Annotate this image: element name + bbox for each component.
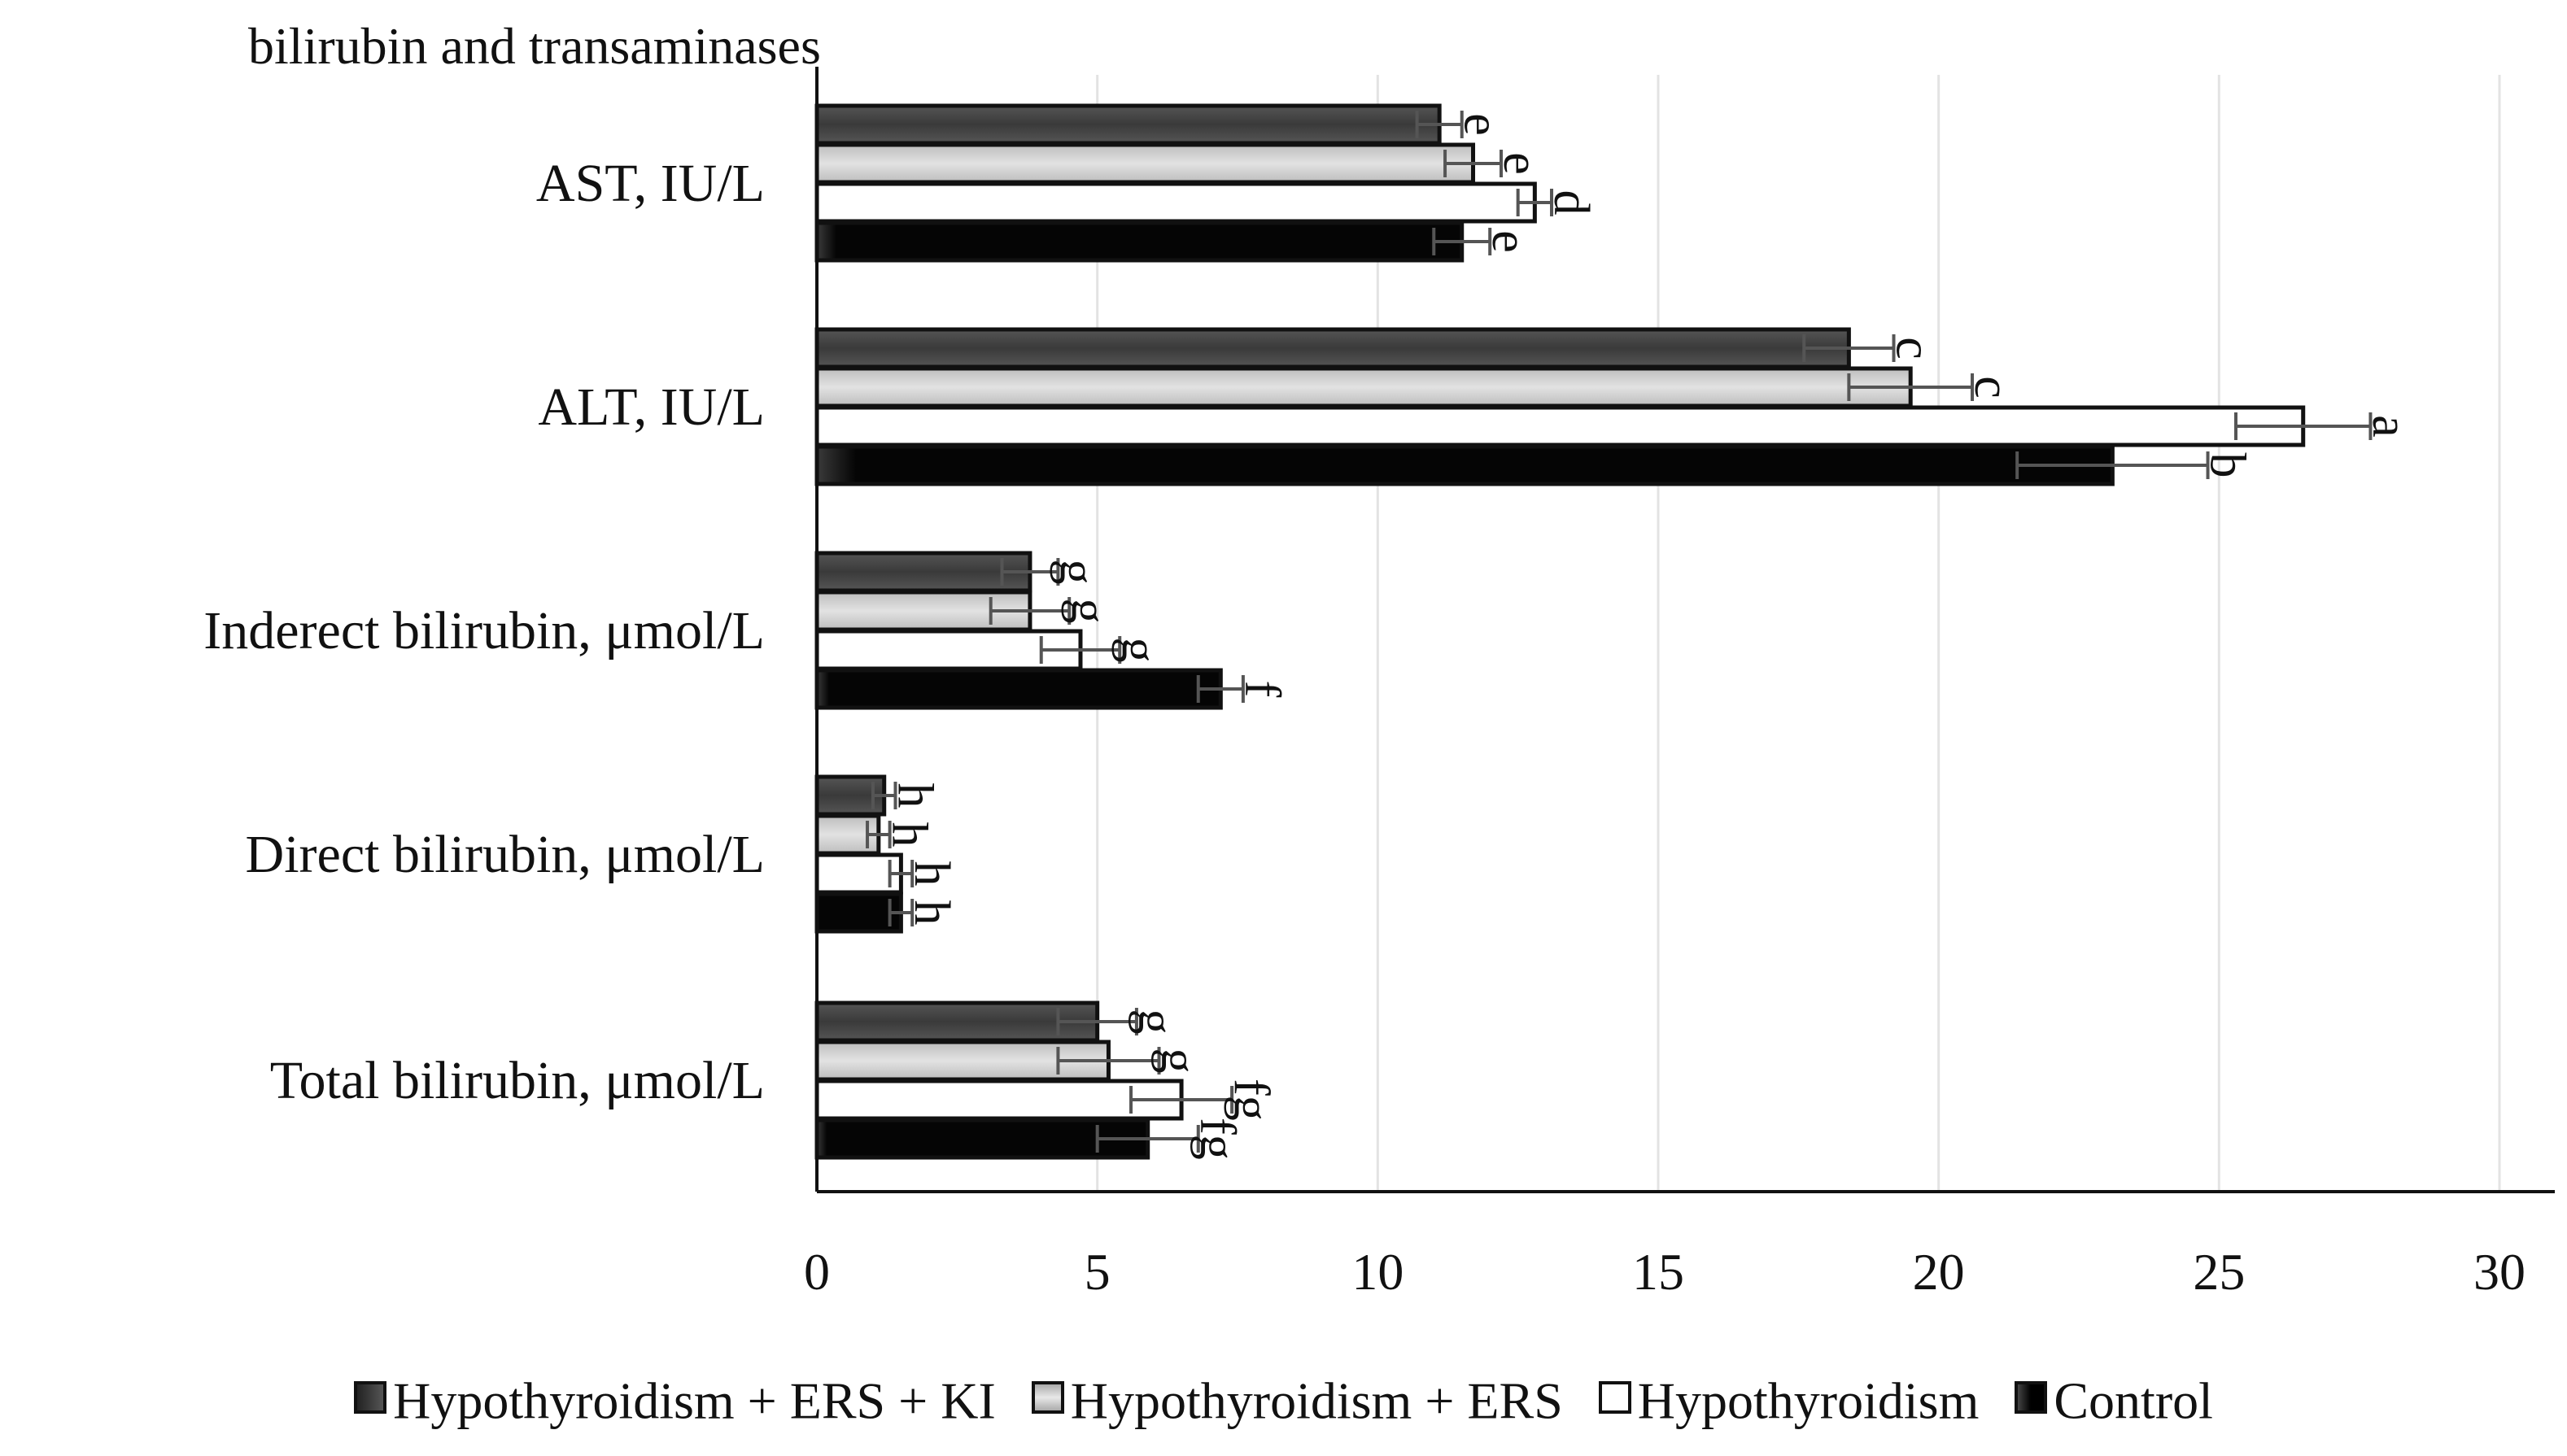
significance-letter: h bbox=[904, 861, 959, 887]
significance-letter: a bbox=[2362, 415, 2417, 438]
legend: Hypothyroidism + ERS + KI Hypothyroidism… bbox=[0, 1363, 2567, 1431]
significance-letter: h bbox=[887, 783, 942, 809]
legend-label: Hypothyroidism bbox=[1637, 1371, 1980, 1430]
significance-letter: f bbox=[1235, 681, 1290, 698]
legend-swatch bbox=[2015, 1381, 2048, 1415]
significance-letter: e bbox=[1482, 230, 1537, 253]
legend-swatch bbox=[1598, 1381, 1631, 1415]
legend-item-hypothyroidism: Hypothyroidism bbox=[1598, 1366, 1980, 1431]
x-tick-labels: 0 5 10 15 20 25 30 bbox=[804, 1243, 2526, 1301]
bar bbox=[814, 142, 1476, 185]
chart-title: bilirubin and transaminases bbox=[248, 17, 821, 75]
category-label: AST, IU/L bbox=[536, 154, 765, 213]
legend-item-ers: Hypothyroidism + ERS bbox=[1031, 1366, 1563, 1431]
x-tick-label: 5 bbox=[1085, 1243, 1111, 1301]
bar bbox=[814, 181, 1537, 224]
bar bbox=[814, 444, 2115, 486]
bar bbox=[814, 103, 1442, 146]
significance-letter: fg bbox=[1224, 1079, 1279, 1121]
bar bbox=[814, 1000, 1100, 1043]
legend-swatch bbox=[1031, 1381, 1064, 1415]
bar bbox=[814, 366, 1913, 408]
x-tick-label: 15 bbox=[1632, 1243, 1684, 1301]
significance-letter: g bbox=[1050, 560, 1105, 585]
significance-letter: e bbox=[1453, 113, 1508, 136]
significance-letter: c bbox=[1964, 376, 2019, 399]
category-labels: AST, IU/L ALT, IU/L Inderect bilirubin, μm… bbox=[203, 154, 765, 1110]
category-label: Total bilirubin, μmol/L bbox=[270, 1051, 765, 1110]
legend-item-ki: Hypothyroidism + ERS + KI bbox=[354, 1366, 996, 1431]
category-label: Inderect bilirubin, μmol/L bbox=[203, 601, 765, 660]
x-tick-label: 20 bbox=[1913, 1243, 1965, 1301]
legend-label: Hypothyroidism + ERS bbox=[1070, 1371, 1563, 1430]
significance-letter: h bbox=[904, 900, 959, 926]
bar bbox=[814, 1079, 1184, 1121]
bar bbox=[814, 551, 1032, 593]
x-tick-label: 25 bbox=[2193, 1243, 2245, 1301]
legend-label: Hypothyroidism + ERS + KI bbox=[393, 1371, 996, 1430]
legend-label: Control bbox=[2054, 1371, 2213, 1430]
significance-letter: h bbox=[881, 822, 936, 848]
legend-item-control: Control bbox=[2015, 1366, 2213, 1431]
significance-letter: fg bbox=[1190, 1118, 1246, 1160]
significance-letter: g bbox=[1061, 599, 1116, 624]
bar bbox=[814, 891, 903, 934]
x-tick-label: 30 bbox=[2473, 1243, 2526, 1301]
significance-letter: d bbox=[1543, 190, 1599, 216]
bar bbox=[814, 405, 2306, 447]
significance-letter: g bbox=[1129, 1009, 1184, 1035]
significance-letter: c bbox=[1885, 337, 1941, 360]
category-label: Direct bilirubin, μmol/L bbox=[246, 825, 765, 884]
bar bbox=[814, 220, 1465, 263]
significance-letter: g bbox=[1150, 1048, 1206, 1074]
legend-swatch bbox=[354, 1381, 387, 1415]
bar bbox=[814, 1118, 1150, 1160]
x-tick-label: 0 bbox=[804, 1243, 830, 1301]
significance-letter: b bbox=[2199, 453, 2255, 478]
bar bbox=[814, 668, 1223, 710]
bar bbox=[814, 327, 1851, 369]
axes bbox=[815, 67, 2555, 1193]
significance-letter: e bbox=[1493, 152, 1548, 175]
x-tick-label: 10 bbox=[1351, 1243, 1404, 1301]
category-label: ALT, IU/L bbox=[538, 377, 765, 437]
significance-letter: g bbox=[1111, 638, 1167, 663]
